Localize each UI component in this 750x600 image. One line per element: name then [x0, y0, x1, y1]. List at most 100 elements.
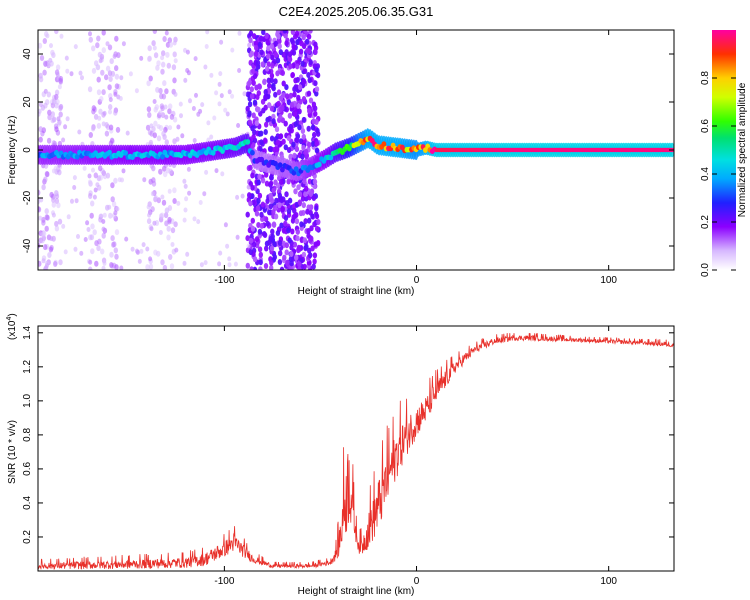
spectrogram-noise-cell — [38, 42, 43, 49]
spectrogram-noise-cell — [233, 261, 238, 267]
spectrogram-noise-cell — [204, 44, 209, 49]
spectrogram-noise-cell — [307, 48, 312, 55]
spectrogram-noise-cell — [267, 115, 272, 122]
spectrogram-noise-cell — [271, 118, 276, 125]
spectrogram-noise-cell — [258, 145, 263, 152]
spectrogram-noise-cell — [90, 248, 95, 255]
spectrogram-noise-cell — [100, 248, 105, 255]
spectrogram-noise-cell — [278, 114, 283, 120]
spectrogram-noise-cell — [43, 176, 48, 183]
spectrogram-noise-cell — [194, 92, 198, 98]
spectrogram-x-tick-label: -100 — [214, 275, 234, 286]
spectrogram-noise-cell — [193, 56, 198, 62]
spectrogram-noise-cell — [253, 50, 259, 57]
spectrogram-noise-cell — [303, 191, 308, 198]
spectrogram-noise-cell — [185, 49, 190, 55]
spectrogram-noise-cell — [308, 252, 313, 259]
spectrogram-noise-cell — [250, 225, 256, 232]
spectrogram-noise-cell — [98, 174, 103, 181]
spectrogram-noise-cell — [288, 127, 293, 134]
spectrogram-noise-cell — [107, 44, 113, 51]
spectrogram-noise-cell — [88, 179, 92, 185]
spectrogram-noise-cell — [44, 214, 49, 221]
spectrogram-core-cell — [160, 154, 165, 160]
spectrogram-noise-cell — [248, 237, 254, 244]
spectrogram-noise-cell — [102, 260, 107, 266]
spectrogram-panel: -100 0 100 -40 -20 0 20 40 Height of straight … — [7, 29, 675, 297]
spectrogram-noise-cell — [259, 222, 264, 229]
spectrogram-noise-cell — [173, 58, 178, 64]
spectrogram-noise-cell — [223, 107, 228, 113]
spectrogram-noise-cell — [114, 264, 119, 270]
spectrogram-noise-cell — [274, 197, 279, 204]
spectrogram-noise-cell — [314, 225, 320, 232]
spectrogram-noise-cell — [72, 185, 77, 190]
spectrogram-noise-cell — [271, 85, 276, 92]
spectrogram-noise-cell — [182, 178, 187, 184]
spectrogram-noise-cell — [255, 59, 261, 66]
spectrogram-noise-cell — [113, 210, 118, 216]
spectrogram-noise-cell — [179, 113, 183, 119]
spectrogram-noise-cell — [296, 184, 301, 191]
spectrogram-noise-cell — [42, 38, 47, 44]
spectrogram-noise-cell — [293, 33, 298, 40]
spectrogram-noise-cell — [310, 245, 315, 252]
spectrogram-noise-cell — [203, 260, 208, 266]
spectrogram-noise-cell — [49, 236, 54, 242]
spectrogram-noise-cell — [162, 264, 168, 270]
spectrogram-noise-cell — [128, 71, 133, 77]
spectrogram-noise-cell — [168, 103, 173, 110]
spectrogram-noise-cell — [168, 41, 174, 48]
spectrogram-noise-cell — [121, 41, 126, 47]
spectrogram-noise-cell — [269, 174, 274, 181]
spectrogram-noise-cell — [271, 221, 277, 228]
spectrogram-noise-cell — [265, 220, 270, 227]
spectrogram-noise-cell — [148, 139, 154, 146]
spectrogram-noise-cell — [227, 262, 232, 268]
spectrogram-noise-cell — [275, 57, 281, 64]
spectrogram-noise-cell — [158, 230, 163, 235]
spectrogram-noise-cell — [91, 126, 96, 132]
spectrogram-noise-cell — [152, 45, 157, 51]
spectrogram-noise-cell — [214, 90, 219, 96]
spectrogram-noise-cell — [152, 220, 157, 226]
spectrogram-noise-cell — [95, 42, 100, 49]
spectrogram-noise-cell — [248, 164, 253, 171]
spectrogram-noise-cell — [273, 91, 278, 98]
spectrogram-noise-cell — [297, 191, 303, 198]
spectrogram-noise-cell — [311, 263, 316, 270]
spectrogram-noise-cell — [255, 94, 260, 100]
colorbar-tick-label: 0.0 — [700, 263, 711, 277]
spectrogram-noise-cell — [152, 30, 157, 34]
spectrogram-noise-cell — [305, 208, 310, 215]
spectrogram-noise-cell — [89, 212, 94, 219]
spectrogram-noise-cell — [246, 80, 251, 87]
spectrogram-noise-cell — [209, 134, 214, 140]
spectrogram-noise-cell — [153, 106, 158, 113]
spectrogram-core-cell — [74, 154, 80, 160]
spectrogram-noise-cell — [86, 227, 91, 232]
spectrogram-noise-cell — [263, 129, 268, 135]
spectrogram-noise-cell — [250, 217, 255, 224]
spectrogram-noise-cell — [280, 70, 285, 76]
spectrogram-noise-cell — [192, 138, 197, 143]
spectrogram-noise-cell — [262, 232, 268, 238]
spectrogram-noise-cell — [145, 246, 150, 252]
spectrogram-noise-cell — [198, 200, 203, 205]
snr-x-tick-label: -100 — [214, 576, 234, 587]
spectrogram-noise-cell — [79, 250, 84, 256]
spectrogram-noise-cell — [91, 45, 96, 52]
spectrogram-noise-cell — [248, 37, 253, 44]
spectrogram-noise-cell — [267, 209, 272, 216]
spectrogram-noise-cell — [38, 215, 43, 221]
spectrogram-noise-cell — [102, 110, 107, 116]
spectrogram-noise-cell — [171, 64, 177, 71]
spectrogram-noise-cell — [294, 254, 299, 261]
spectrogram-noise-cell — [248, 200, 253, 207]
spectrogram-noise-cell — [269, 43, 275, 50]
spectrogram-noise-cell — [56, 116, 61, 122]
snr-y-multiplier-exponent: 4 — [6, 317, 13, 321]
spectrogram-noise-cell — [118, 96, 123, 101]
spectrogram-noise-cell — [170, 227, 176, 234]
spectrogram-noise-cell — [43, 102, 48, 109]
